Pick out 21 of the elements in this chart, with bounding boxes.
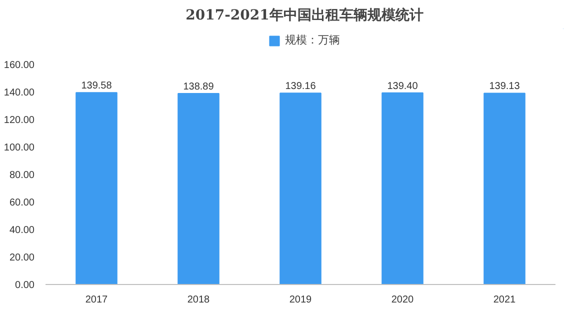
y-tick-label: 40.00 — [9, 225, 35, 236]
y-tick-label: 80.00 — [9, 170, 35, 181]
x-tick-label: 2019 — [289, 294, 312, 306]
x-tick-label: 2018 — [187, 294, 210, 306]
y-tick-label: 0.00 — [15, 280, 35, 291]
data-label: 138.89 — [183, 82, 214, 93]
y-tick-label: 20.00 — [9, 252, 35, 264]
data-label: 139.16 — [285, 81, 316, 92]
y-tick-label: 100.00 — [4, 142, 35, 154]
y-tick-label: 140.00 — [4, 88, 35, 98]
x-tick-label: 2021 — [493, 294, 516, 306]
data-label: 139.40 — [387, 80, 418, 92]
y-tick-label: 160.00 — [4, 60, 35, 71]
data-label: 139.58 — [81, 80, 112, 92]
x-tick-label: 2020 — [391, 294, 414, 306]
chart-title: 2017-2021年中国出租车辆规模统计 — [186, 6, 424, 24]
y-tick-label: 60.00 — [9, 198, 35, 208]
y-tick-label: 120.00 — [4, 115, 35, 126]
x-tick-label: 2017 — [85, 294, 108, 306]
data-label: 139.13 — [489, 81, 520, 92]
legend-label: 规模：万辆 — [285, 34, 340, 48]
